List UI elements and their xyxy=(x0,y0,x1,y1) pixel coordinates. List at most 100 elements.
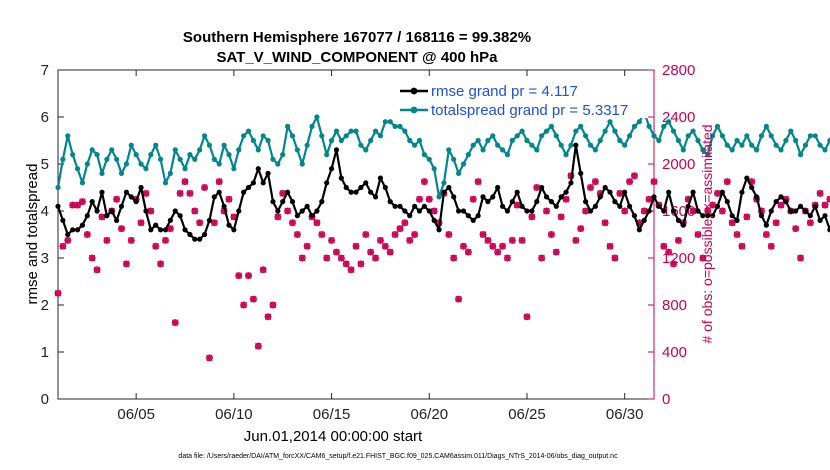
point-totalspread xyxy=(514,133,520,139)
point-totalspread xyxy=(358,142,364,148)
point-rmse xyxy=(333,147,340,153)
point-rmse xyxy=(460,208,467,214)
point-totalspread xyxy=(827,137,830,144)
data-file-footer: data file: /Users/raeder/DAI/ATM_forcXX/… xyxy=(178,453,618,460)
obs-assimilated-point xyxy=(113,195,121,203)
point-rmse xyxy=(353,189,359,195)
point-rmse xyxy=(480,194,486,200)
point-totalspread xyxy=(114,156,120,162)
obs-assimilated-point xyxy=(826,195,830,203)
point-totalspread xyxy=(363,147,369,153)
point-totalspread xyxy=(289,133,296,139)
legend: rmse grand pr = 4.117 totalspread grand … xyxy=(398,80,648,119)
point-totalspread xyxy=(675,137,682,144)
point-rmse xyxy=(778,194,784,200)
obs-assimilated-point xyxy=(171,319,179,327)
y-tick-label-left: 3 xyxy=(41,250,49,267)
point-rmse xyxy=(436,227,442,233)
point-totalspread xyxy=(700,147,706,153)
point-rmse xyxy=(509,199,515,205)
point-rmse xyxy=(651,194,657,200)
obs-assimilated-point xyxy=(162,236,169,244)
point-rmse xyxy=(128,194,134,200)
point-totalspread xyxy=(734,137,740,144)
obs-assimilated-point xyxy=(631,172,638,180)
point-totalspread xyxy=(680,147,686,153)
point-rmse xyxy=(187,231,193,238)
obs-assimilated-point xyxy=(743,213,751,221)
point-totalspread xyxy=(172,147,178,153)
obs-assimilated-point xyxy=(83,231,91,238)
point-rmse xyxy=(548,199,555,205)
point-totalspread xyxy=(402,128,408,134)
point-totalspread xyxy=(387,119,393,125)
point-rmse xyxy=(685,203,691,209)
point-rmse xyxy=(109,208,115,214)
point-rmse xyxy=(710,213,716,219)
obs-assimilated-point xyxy=(372,254,379,262)
obs-assimilated-point xyxy=(191,207,199,215)
chart-title-line2: SAT_V_WIND_COMPONENT @ 400 hPa xyxy=(216,49,498,66)
point-rmse xyxy=(153,222,159,228)
point-rmse xyxy=(680,222,686,228)
point-rmse xyxy=(324,180,330,186)
point-rmse xyxy=(192,236,198,242)
x-tick-label: 06/30 xyxy=(606,406,644,423)
point-totalspread xyxy=(724,142,730,148)
point-rmse xyxy=(245,184,252,191)
point-totalspread xyxy=(260,133,266,139)
point-rmse xyxy=(343,184,349,191)
obs-assimilated-point xyxy=(684,195,692,203)
point-rmse xyxy=(578,170,584,176)
point-totalspread xyxy=(441,180,447,186)
x-tick-label: 06/15 xyxy=(313,406,351,423)
point-totalspread xyxy=(802,142,809,148)
point-rmse xyxy=(70,227,76,233)
obs-assimilated-point xyxy=(206,354,213,362)
point-totalspread xyxy=(807,133,813,139)
point-rmse xyxy=(485,199,491,205)
obs-assimilated-point xyxy=(93,266,101,274)
point-rmse xyxy=(280,199,286,205)
point-totalspread xyxy=(563,152,569,158)
point-totalspread xyxy=(690,128,696,134)
point-rmse xyxy=(783,199,789,205)
point-totalspread xyxy=(529,142,535,148)
point-totalspread xyxy=(74,166,81,172)
obs-assimilated-point xyxy=(450,254,458,262)
obs-assimilated-point xyxy=(274,213,282,221)
obs-assimilated-point xyxy=(797,254,804,262)
point-rmse xyxy=(504,208,511,214)
obs-assimilated-point xyxy=(533,184,541,191)
obs-assimilated-point xyxy=(357,260,365,268)
point-rmse xyxy=(612,199,618,205)
point-rmse xyxy=(104,213,110,219)
point-totalspread xyxy=(451,156,457,162)
point-totalspread xyxy=(280,152,286,158)
point-rmse xyxy=(641,217,647,223)
point-rmse xyxy=(275,208,281,214)
point-totalspread xyxy=(817,142,823,148)
point-rmse xyxy=(265,170,271,176)
point-rmse xyxy=(148,227,154,233)
point-rmse xyxy=(392,203,398,209)
point-totalspread xyxy=(314,114,320,120)
point-totalspread xyxy=(670,128,677,134)
obs-assimilated-point xyxy=(406,236,414,244)
obs-assimilated-point xyxy=(508,236,516,244)
point-rmse xyxy=(534,199,540,205)
point-rmse xyxy=(221,203,227,209)
point-rmse xyxy=(636,227,642,233)
point-totalspread xyxy=(416,137,423,144)
point-rmse xyxy=(138,184,144,191)
obs-assimilated-point xyxy=(289,219,296,227)
obs-assimilated-point xyxy=(675,236,682,244)
point-totalspread xyxy=(729,147,735,153)
point-rmse xyxy=(231,227,237,233)
point-totalspread xyxy=(753,147,760,153)
point-totalspread xyxy=(470,142,476,148)
obs-assimilated-point xyxy=(557,213,565,221)
obs-assimilated-point xyxy=(543,207,550,215)
